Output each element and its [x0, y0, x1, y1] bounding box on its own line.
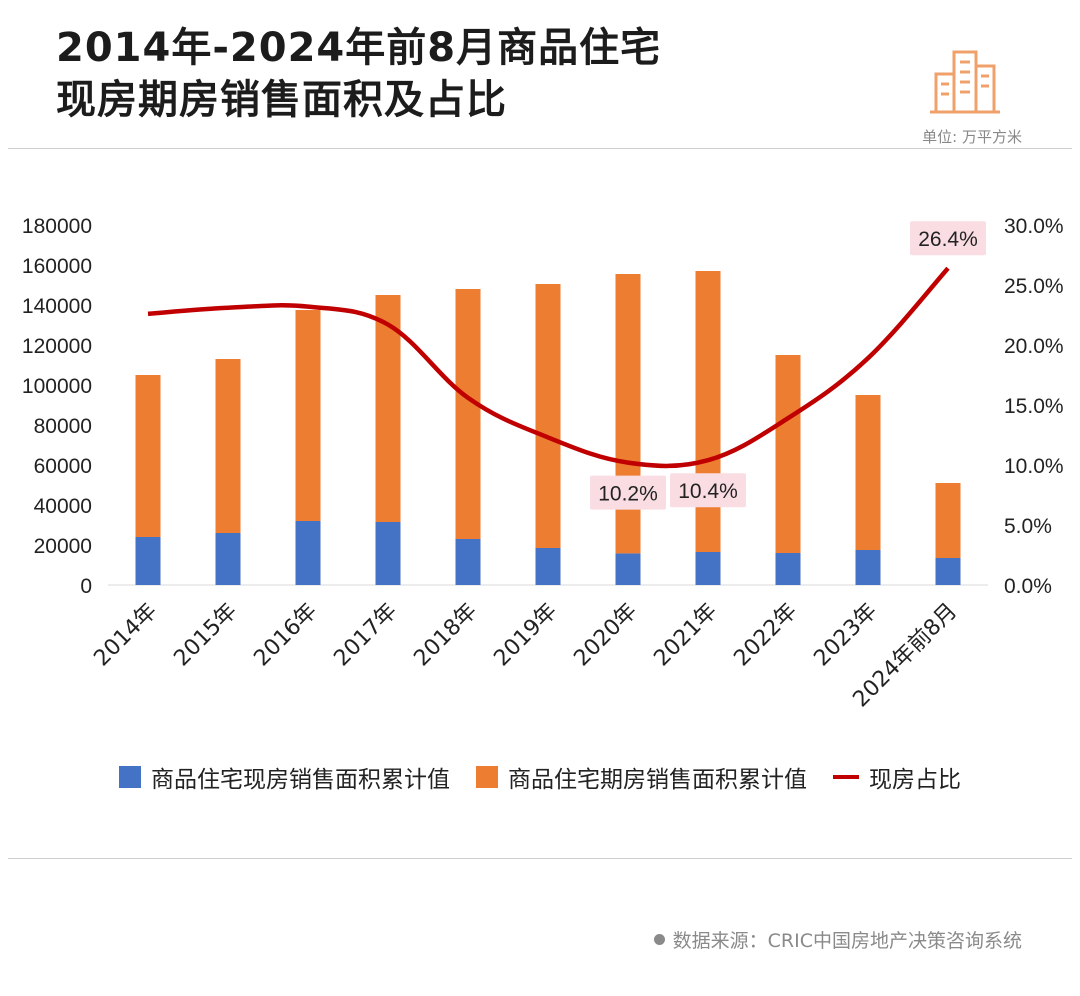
y-right-tick-label: 15.0%	[1004, 395, 1064, 418]
x-tick-label: 2022年	[729, 599, 802, 672]
bar-presale-0	[135, 375, 161, 537]
data-label-6: 10.2%	[598, 483, 658, 506]
y-right-tick-label: 25.0%	[1004, 275, 1064, 298]
bar-current-2	[295, 521, 321, 585]
bullet-icon	[653, 934, 665, 945]
bottom-divider	[8, 858, 1072, 859]
line-series	[147, 266, 950, 469]
x-tick-label: 2023年	[809, 599, 882, 672]
y-left-tick-label: 80000	[34, 415, 92, 438]
unit-label: 单位: 万平方米	[922, 128, 1022, 146]
bar-current-8	[775, 553, 801, 585]
bar-presale-6	[615, 274, 641, 554]
x-tick-label: 2015年	[169, 599, 242, 672]
bar-presale-2	[295, 310, 321, 521]
bar-current-7	[695, 552, 721, 585]
legend-item-presale: 商品住宅期房销售面积累计值	[476, 760, 807, 794]
data-label-bg-6	[590, 475, 666, 510]
x-tick-label: 2017年	[329, 599, 402, 672]
y-left-tick-label: 120000	[22, 335, 92, 358]
legend-label-presale: 商品住宅期房销售面积累计值	[508, 767, 807, 793]
bar-presale-1	[215, 359, 241, 533]
title-line-1: 2014年-2024年前8月商品住宅	[56, 25, 662, 71]
y-axis-right: 0.0% 5.0% 10.0% 15.0% 20.0% 25.0% 30.0%	[1004, 215, 1064, 598]
data-label-7: 10.4%	[678, 480, 738, 503]
y-axis-left: 0 20000 40000 60000 80000 100000 120000 140000 1…	[22, 215, 988, 598]
bar-presale-8	[775, 355, 801, 553]
x-tick-label: 2014年	[89, 599, 162, 672]
bar-presale-7	[695, 271, 721, 552]
title-line-2: 现房期房销售面积及占比	[56, 77, 507, 123]
x-tick-label: 2019年	[489, 599, 562, 672]
y-left-tick-label: 0	[80, 575, 92, 598]
legend: 商品住宅现房销售面积累计值 商品住宅期房销售面积累计值 现房占比	[0, 760, 1080, 794]
x-tick-label: 2021年	[649, 599, 722, 672]
bar-current-9	[855, 550, 881, 585]
y-right-tick-label: 0.0%	[1004, 575, 1052, 598]
chart: 0 20000 40000 60000 80000 100000 120000 140000 1…	[22, 215, 1064, 713]
bar-current-0	[135, 537, 161, 585]
legend-label-ratio: 现房占比	[869, 767, 961, 793]
x-tick-label: 2018年	[409, 599, 482, 672]
legend-swatch-ratio	[833, 775, 859, 779]
bar-series	[135, 271, 961, 585]
data-label-bg-7	[670, 473, 746, 508]
bar-presale-9	[855, 395, 881, 550]
bar-current-5	[535, 548, 561, 585]
bar-current-1	[215, 533, 241, 585]
top-divider	[8, 148, 1072, 149]
bar-presale-5	[535, 284, 561, 548]
chart-title: 2014年-2024年前8月商品住宅 现房期房销售面积及占比	[56, 22, 661, 126]
data-label-10: 26.4%	[918, 228, 978, 251]
y-left-tick-label: 140000	[22, 295, 92, 318]
y-left-tick-label: 20000	[34, 535, 92, 558]
y-right-tick-label: 30.0%	[1004, 215, 1064, 238]
bar-current-10	[935, 558, 961, 585]
x-axis: 2014年 2015年 2016年 2017年 2018年 2019年 2020年 2021年…	[89, 599, 962, 713]
data-labels: 10.2% 10.4% 26.4%	[590, 221, 986, 510]
y-left-tick-label: 40000	[34, 495, 92, 518]
bar-presale-4	[455, 289, 481, 539]
legend-label-current: 商品住宅现房销售面积累计值	[151, 767, 450, 793]
bar-presale-3	[375, 295, 401, 522]
source-note: 数据来源：CRIC中国房地产决策咨询系统	[653, 926, 1022, 953]
y-right-tick-label: 5.0%	[1004, 515, 1052, 538]
data-label-bg-10	[910, 221, 986, 256]
y-left-tick-label: 160000	[22, 255, 92, 278]
x-tick-label: 2016年	[249, 599, 322, 672]
y-right-tick-label: 20.0%	[1004, 335, 1064, 358]
legend-item-ratio: 现房占比	[833, 760, 961, 794]
y-left-tick-label: 100000	[22, 375, 92, 398]
bar-current-3	[375, 522, 401, 585]
source-text: 数据来源：CRIC中国房地产决策咨询系统	[672, 930, 1022, 952]
y-left-tick-label: 60000	[34, 455, 92, 478]
y-right-tick-label: 10.0%	[1004, 455, 1064, 478]
buildings-icon	[930, 50, 1000, 114]
x-tick-label: 2020年	[569, 599, 642, 672]
bar-current-4	[455, 539, 481, 585]
y-left-tick-label: 180000	[22, 215, 92, 238]
legend-swatch-presale	[476, 766, 498, 788]
ratio-line	[147, 266, 950, 469]
bar-presale-10	[935, 483, 961, 558]
bar-current-6	[615, 553, 641, 585]
legend-swatch-current	[119, 766, 141, 788]
legend-item-current: 商品住宅现房销售面积累计值	[119, 760, 450, 794]
